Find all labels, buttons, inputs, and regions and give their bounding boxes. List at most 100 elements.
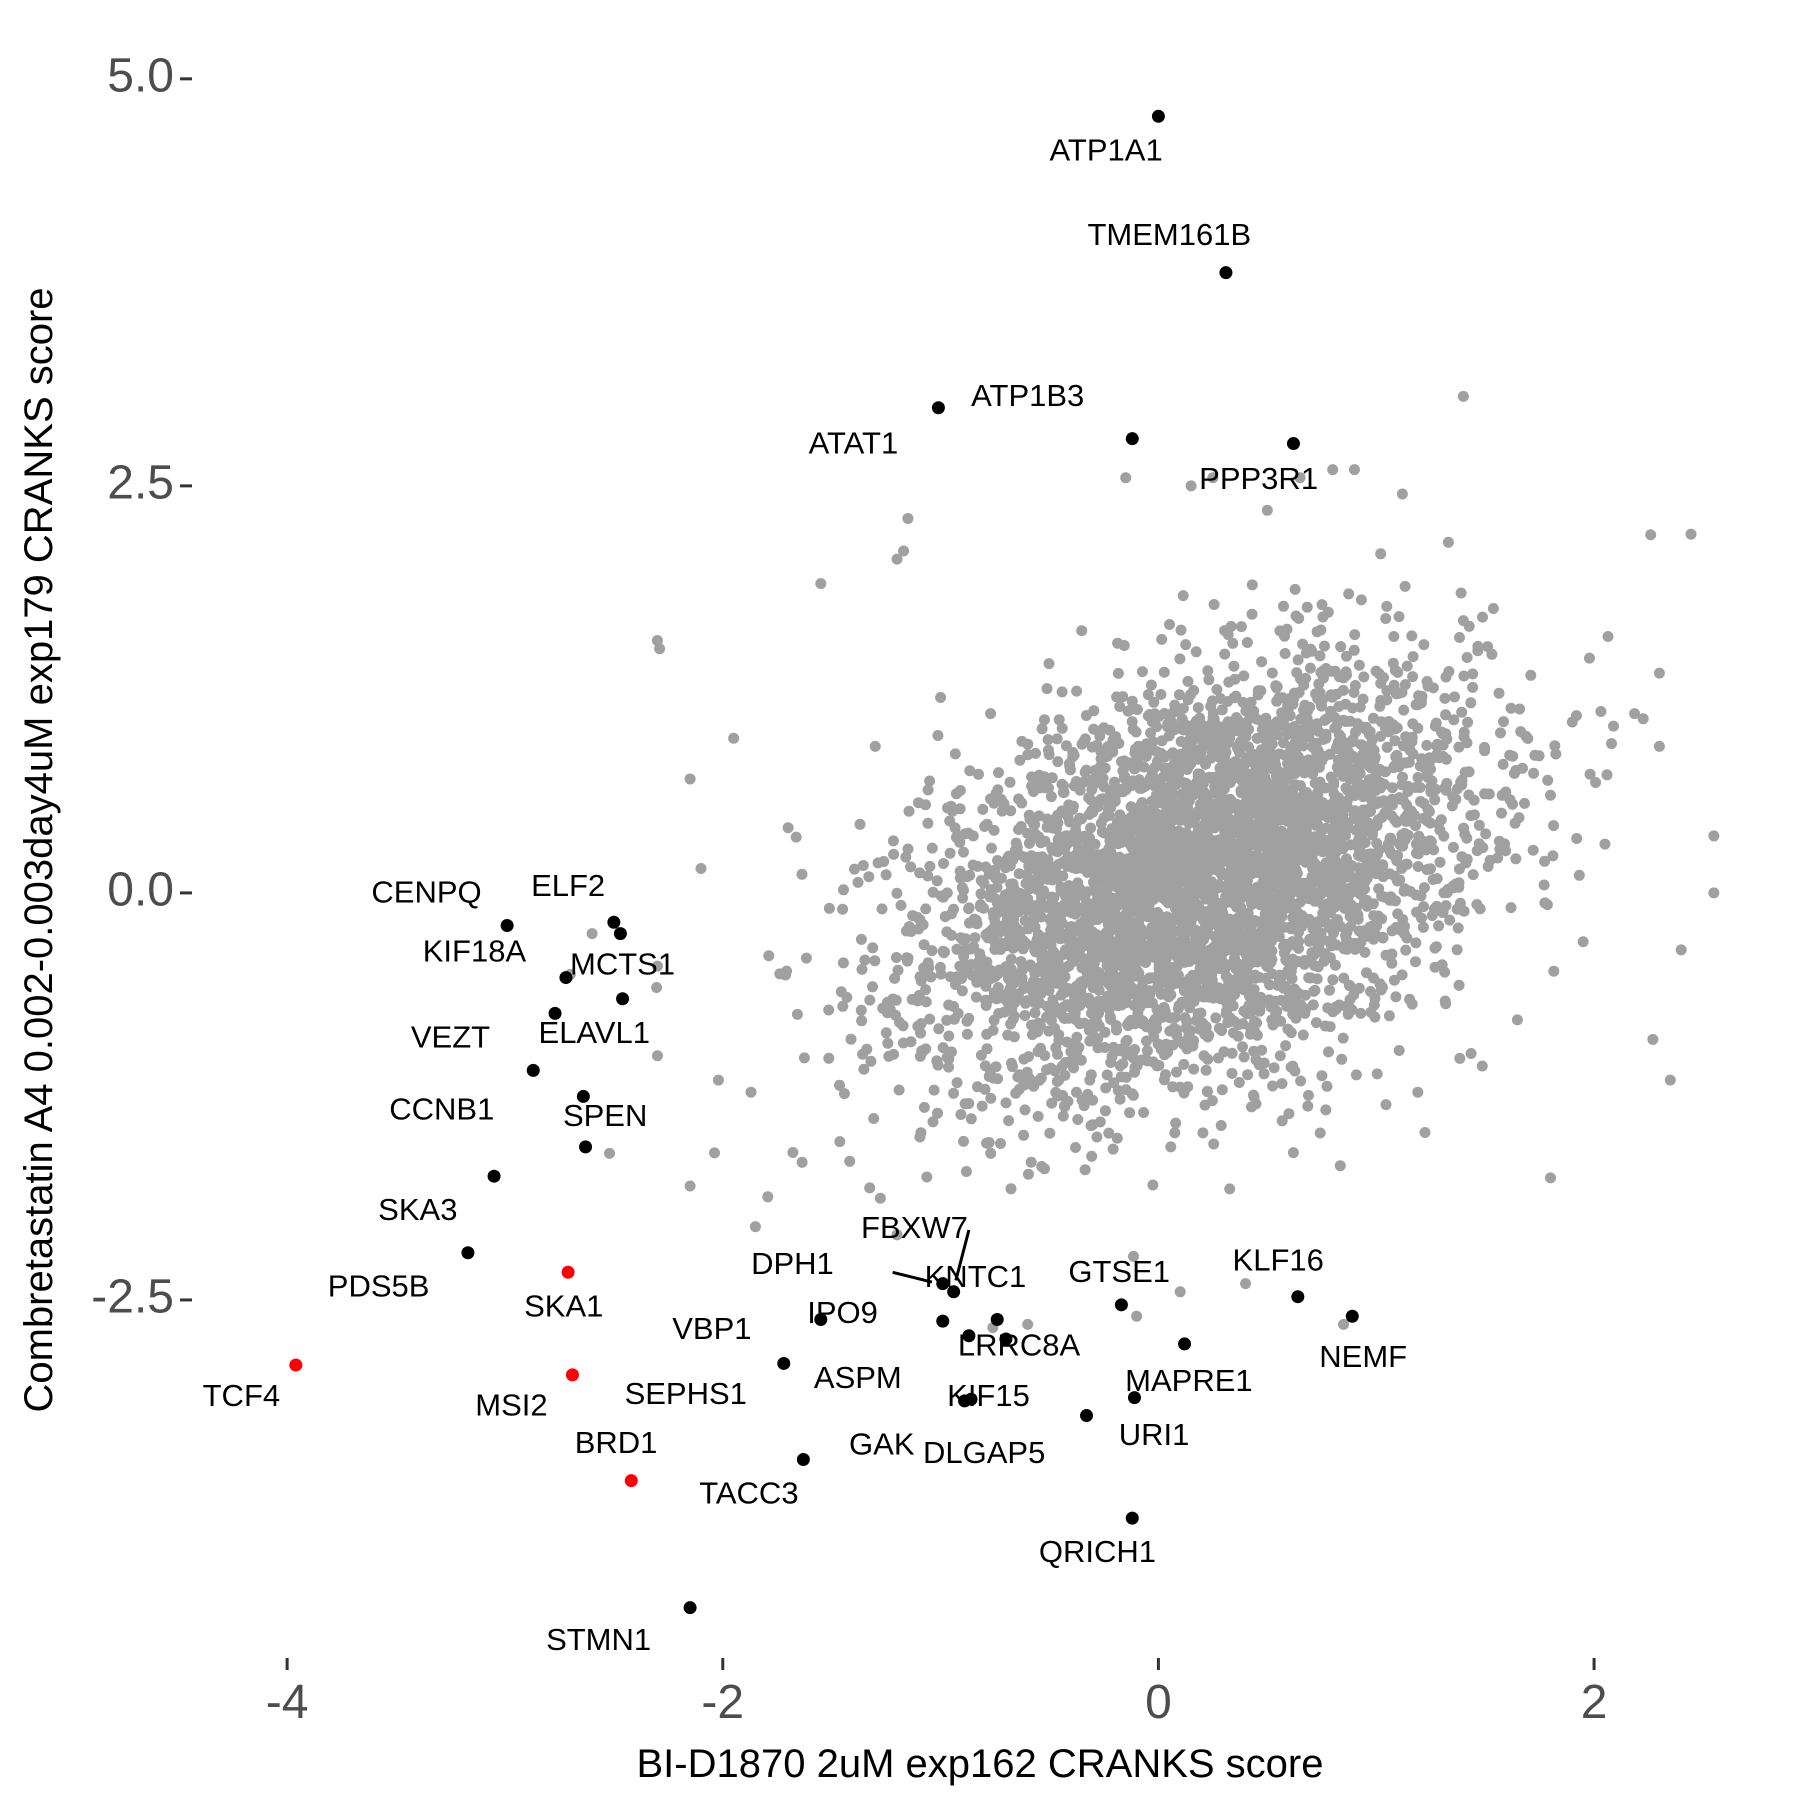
background-point	[1120, 784, 1132, 796]
background-point	[1268, 781, 1280, 793]
background-point	[1328, 776, 1340, 788]
background-point	[1227, 637, 1239, 649]
background-point	[1429, 794, 1441, 806]
background-point	[978, 902, 989, 914]
background-point	[1417, 921, 1429, 933]
background-point	[891, 553, 903, 565]
background-point	[1097, 794, 1109, 806]
background-point	[1103, 1127, 1115, 1139]
background-point	[935, 968, 947, 980]
background-point	[1396, 686, 1408, 698]
background-point	[1116, 756, 1127, 768]
background-point	[1306, 947, 1318, 959]
background-point	[1036, 853, 1048, 865]
background-point	[1175, 872, 1187, 884]
gene-point	[607, 915, 621, 929]
y-tick-label: 2.5	[107, 457, 174, 510]
background-point	[1056, 722, 1068, 734]
background-point	[1059, 986, 1071, 998]
background-point	[1399, 883, 1411, 895]
background-point	[1326, 691, 1338, 703]
background-point	[1388, 974, 1400, 986]
background-point	[1171, 1066, 1182, 1078]
background-point	[1091, 739, 1103, 751]
background-point	[1664, 1074, 1676, 1086]
background-point	[1345, 921, 1357, 932]
background-point	[1566, 716, 1578, 728]
background-point	[1309, 777, 1321, 789]
background-point	[1033, 810, 1045, 822]
background-point	[1410, 937, 1422, 949]
background-point	[1144, 972, 1156, 984]
background-point	[1400, 944, 1412, 956]
background-point	[1455, 587, 1467, 599]
background-point	[1386, 782, 1398, 794]
background-point	[1049, 813, 1061, 825]
background-point	[905, 861, 917, 873]
background-point	[1058, 972, 1070, 984]
background-point	[1410, 838, 1422, 850]
background-point	[1245, 696, 1257, 708]
background-point	[1549, 740, 1561, 752]
background-point	[1212, 1052, 1224, 1064]
background-point	[1257, 879, 1269, 891]
background-point	[1260, 725, 1272, 737]
background-point	[1346, 1004, 1358, 1016]
background-point	[1378, 778, 1390, 790]
background-point	[1419, 1127, 1431, 1138]
background-point	[954, 785, 966, 796]
background-point	[948, 1087, 960, 1099]
x-tick-label: 2	[1581, 1676, 1608, 1729]
background-point	[964, 869, 976, 881]
background-point	[1195, 858, 1207, 870]
background-point	[1244, 888, 1256, 900]
background-point	[1452, 922, 1464, 934]
background-point	[1097, 772, 1109, 784]
background-point	[1045, 1001, 1057, 1013]
background-point	[1251, 944, 1263, 956]
background-point	[1061, 999, 1073, 1011]
background-point	[1092, 1033, 1104, 1045]
background-point	[1128, 1250, 1139, 1262]
background-point	[1412, 1086, 1424, 1098]
background-point	[1039, 932, 1051, 944]
background-point	[1112, 667, 1124, 679]
background-point	[1002, 1029, 1014, 1041]
background-point	[1115, 1071, 1127, 1083]
background-point	[1048, 892, 1060, 904]
background-point	[1174, 653, 1186, 665]
gene-label: TMEM161B	[1087, 217, 1251, 252]
background-point	[1398, 704, 1410, 716]
gene-label: VEZT	[411, 1020, 490, 1055]
background-point	[1354, 767, 1366, 778]
background-point	[1141, 1035, 1152, 1047]
background-point	[745, 1086, 757, 1098]
background-point	[914, 971, 926, 983]
gene-label: ATAT1	[809, 425, 899, 460]
background-point	[1497, 758, 1509, 770]
background-point	[1225, 814, 1237, 826]
background-point	[995, 1138, 1006, 1149]
background-point	[835, 986, 847, 998]
background-point	[1072, 1114, 1084, 1125]
gene-label: ATP1A1	[1050, 132, 1163, 167]
background-point	[1180, 952, 1192, 964]
background-point	[1425, 836, 1437, 848]
background-point	[1149, 806, 1161, 818]
background-point	[1528, 767, 1540, 779]
background-point	[1106, 823, 1118, 835]
background-point	[1222, 972, 1234, 984]
background-point	[1312, 961, 1324, 973]
background-point	[854, 818, 866, 830]
background-point	[1353, 883, 1365, 895]
background-point	[1184, 733, 1196, 745]
background-point	[1215, 804, 1226, 816]
background-point	[1024, 902, 1036, 914]
background-point	[1019, 1104, 1031, 1116]
background-point	[1114, 972, 1126, 984]
background-point	[924, 775, 936, 787]
background-point	[1210, 1012, 1222, 1024]
background-point	[1337, 770, 1349, 782]
background-point	[1400, 757, 1412, 769]
gene-point	[548, 1006, 562, 1020]
